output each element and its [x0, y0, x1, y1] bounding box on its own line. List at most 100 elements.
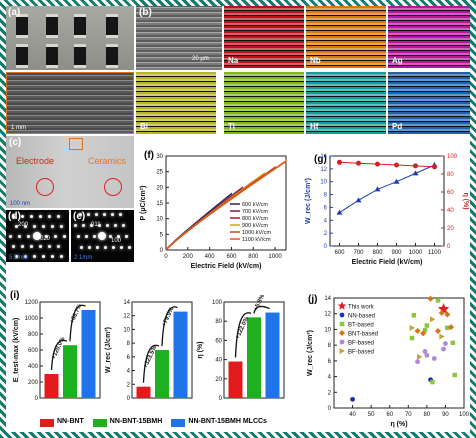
panel-j-chart: (j) 40 50 60 70 80 90 100 0 2 4 6 8 10 12 14 η (%) W_rec…	[307, 294, 470, 428]
eds-element-label: Ag	[392, 56, 403, 65]
diffraction-spot	[20, 214, 24, 218]
x-tick-label: 900	[391, 250, 402, 256]
saed-e-index-2: 100	[111, 238, 122, 244]
legend-label: This work	[348, 305, 375, 311]
eds-element-label: Bi	[140, 122, 148, 131]
y-tick-label: 80	[215, 319, 222, 325]
legend-swatch	[40, 419, 54, 427]
diffraction-spot	[29, 244, 33, 248]
figure-canvas: (a) 1 mm (b) 20 μm Na Nb Ag Bi Ti Hf Pd (c) El…	[6, 6, 470, 432]
y-tick-label: 4	[127, 369, 131, 375]
panel-g-label: (g)	[314, 154, 327, 165]
x-tick-label: 200	[183, 254, 194, 260]
x-axis-label: η (%)	[390, 421, 407, 428]
diffraction-spot	[8, 234, 12, 238]
bar	[63, 345, 77, 398]
y2-tick-label: 80	[447, 172, 454, 178]
y2-tick-label: 0	[447, 244, 451, 250]
y-tick-label: 8	[328, 343, 332, 349]
data-point	[339, 321, 345, 327]
x-axis-label: Electric Field (kV/cm)	[191, 263, 262, 270]
panel-c-label: (c)	[9, 137, 22, 148]
ceramics-circle	[104, 178, 122, 196]
diffraction-spot	[23, 224, 27, 228]
data-point	[432, 164, 437, 170]
diffraction-spot	[81, 223, 85, 227]
diffraction-spot	[119, 245, 123, 249]
panel-g-chart: (g) 600 700 800 900 1000 1100 0 2 4 6 8 10 12 14 0 20 40…	[305, 154, 469, 266]
legend-label: NN-BNT-15BMH	[109, 418, 163, 425]
data-point	[339, 330, 345, 336]
diffraction-spot	[102, 212, 106, 216]
x-axis-label: Electric Field (kV/cm)	[352, 259, 423, 266]
panel-i-legend: NN-BNT NN-BNT-15BMH NN-BNT-15BMH MLCCs	[40, 416, 300, 430]
y-tick-label: 2	[324, 231, 328, 237]
panel-d-scale: 5 1/nm	[9, 255, 28, 261]
legend-label: 600 kV/cm	[242, 202, 268, 208]
eds-element-label: Nb	[310, 56, 321, 65]
diffraction-spot	[84, 234, 88, 238]
data-point	[430, 379, 435, 385]
bar	[155, 350, 169, 398]
data-point	[441, 346, 446, 352]
data-point	[393, 178, 400, 184]
panel-b-label: (b)	[139, 7, 152, 18]
data-point	[420, 330, 427, 337]
panel-b-scale: 20 μm	[192, 56, 209, 62]
panel-j-label: (j)	[308, 294, 317, 305]
diffraction-spot	[108, 234, 112, 238]
data-point	[452, 372, 457, 378]
y-axis-label: W_rec (J/cm³)	[307, 330, 314, 376]
diffraction-spot	[98, 232, 106, 240]
y-axis-label: η (%)	[197, 341, 204, 358]
x-tick-label: 1000	[409, 250, 423, 256]
diffraction-spot	[11, 244, 15, 248]
data-point	[374, 186, 381, 192]
y-tick-label: 4	[328, 375, 332, 381]
y-tick-label: 14	[324, 296, 331, 302]
panel-e-saed: (e) 011 100 2 1/nm	[71, 210, 134, 262]
y-tick-label: 14	[123, 300, 130, 306]
y-tick-label: 14	[320, 154, 327, 160]
y-tick-label: 10	[324, 327, 331, 333]
x-tick-label: 800	[372, 250, 383, 256]
panel-f-label: (f)	[144, 150, 154, 161]
diffraction-spot	[97, 223, 101, 227]
bar	[247, 317, 261, 398]
bar	[228, 361, 243, 398]
y-tick-label: 0	[328, 406, 332, 412]
y-tick-label: 60	[215, 338, 222, 344]
y2-tick-label: 100	[447, 154, 458, 160]
diffraction-spot	[59, 254, 63, 258]
legend-swatch	[171, 419, 186, 427]
mlcc-chip	[16, 14, 28, 38]
legend-label: BF-based	[348, 341, 374, 347]
data-point	[448, 324, 454, 331]
legend-label: BNT-based	[348, 332, 378, 338]
x-tick-label: 40	[349, 412, 356, 418]
data-point	[339, 312, 345, 318]
panel-a-label: (a)	[8, 7, 21, 18]
y-tick-label: 30	[156, 154, 163, 160]
y-axis-label: W_rec (J/cm³)	[305, 178, 312, 224]
data-point	[411, 313, 417, 318]
y2-tick-label: 40	[447, 208, 454, 214]
legend-label: 1000 kV/cm	[242, 230, 271, 236]
diffraction-spot	[86, 212, 90, 216]
data-point	[450, 340, 456, 346]
panel-e-scale: 2 1/nm	[74, 255, 93, 261]
y-tick-label: 2	[328, 390, 332, 396]
y-tick-label: 5	[160, 232, 164, 238]
data-point	[422, 327, 428, 333]
legend-label: NN-BNT-15BMH MLCCs	[188, 418, 267, 425]
diffraction-spot	[32, 224, 36, 228]
sem-scale: 1 mm	[11, 125, 26, 131]
data-point	[444, 311, 451, 318]
diffraction-spot	[29, 214, 33, 218]
eds-element-label: Na	[228, 56, 239, 65]
y-tick-label: 200	[28, 380, 39, 386]
diffraction-spot	[118, 212, 122, 216]
y-tick-label: 10	[123, 327, 130, 333]
eds-map-ti: Ti	[224, 72, 304, 134]
y-tick-label: 0	[35, 396, 39, 402]
